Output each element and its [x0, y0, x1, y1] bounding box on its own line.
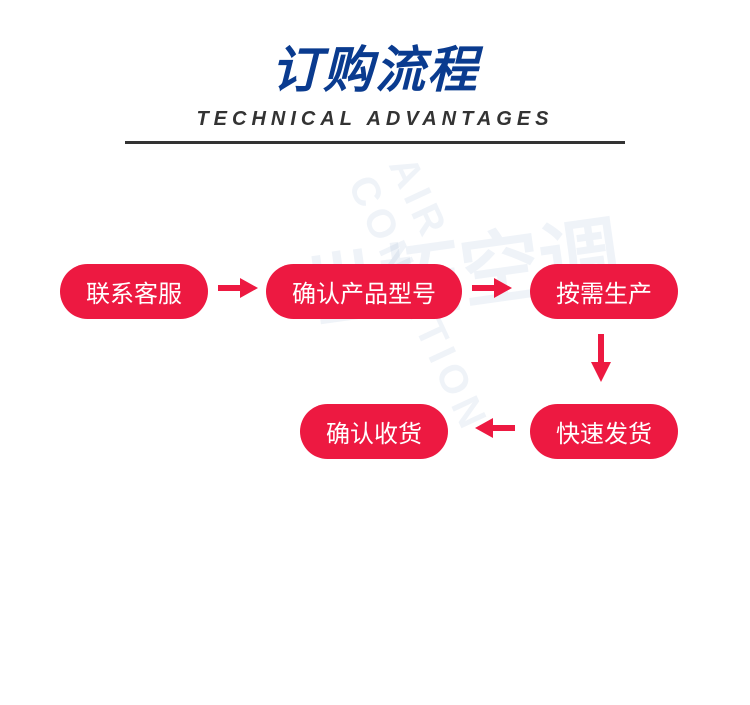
arrow-down-icon	[589, 334, 613, 382]
step-produce: 按需生产	[530, 264, 678, 319]
title-underline	[125, 141, 625, 144]
step-contact: 联系客服	[60, 264, 208, 319]
header: 订购流程 TECHNICAL ADVANTAGES	[0, 0, 750, 144]
flowchart: 联系客服 确认产品型号 按需生产 快速发货 确认收货	[0, 264, 750, 564]
step-receive: 确认收货	[300, 404, 448, 459]
title-en: TECHNICAL ADVANTAGES	[0, 108, 750, 131]
arrow-right-icon	[472, 276, 512, 300]
step-confirm-model: 确认产品型号	[266, 264, 462, 319]
step-ship: 快速发货	[530, 404, 678, 459]
title-cn: 订购流程	[0, 30, 750, 102]
arrow-left-icon	[475, 416, 515, 440]
arrow-right-icon	[218, 276, 258, 300]
